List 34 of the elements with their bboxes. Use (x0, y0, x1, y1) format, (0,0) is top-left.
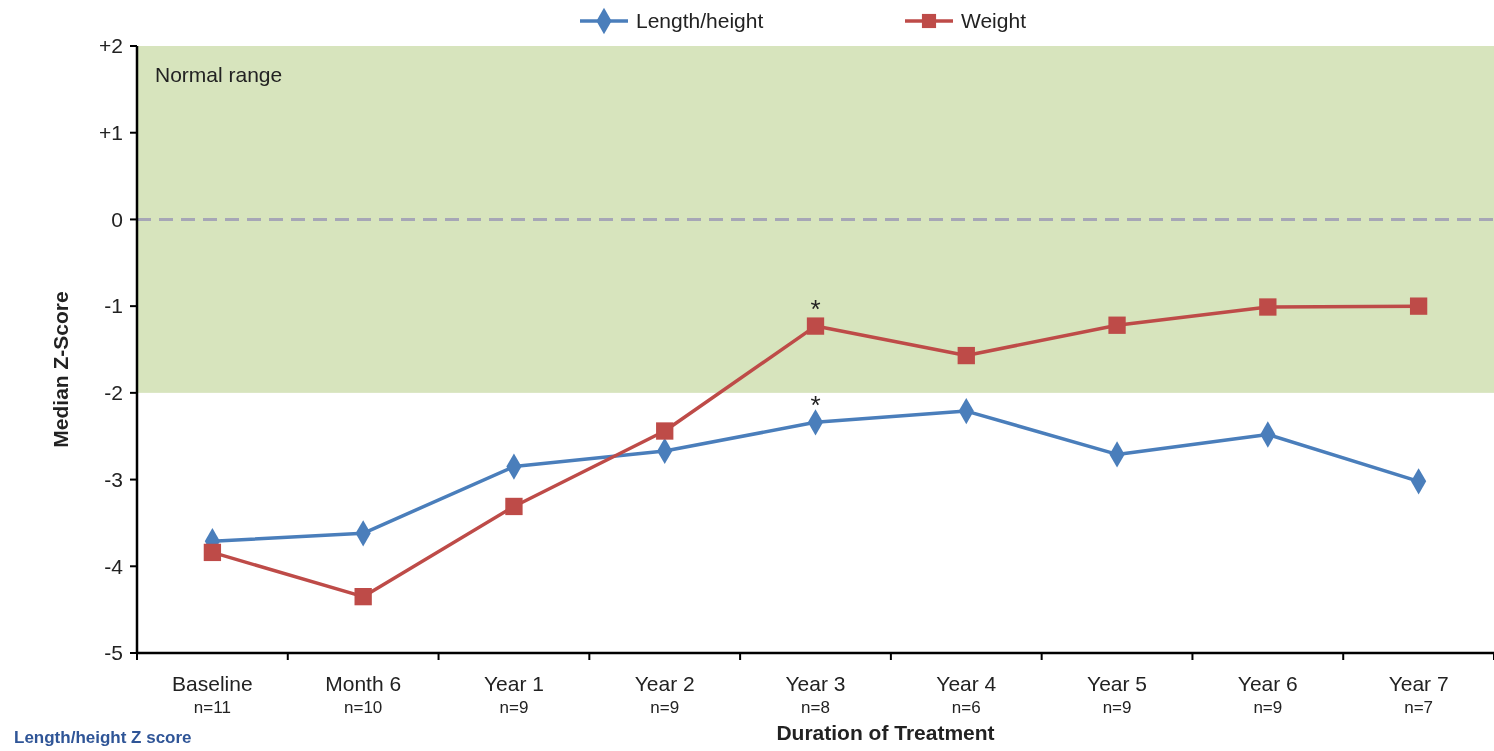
y-tick-label: -4 (104, 554, 124, 578)
point (1259, 298, 1277, 316)
point (354, 587, 372, 606)
point (505, 497, 523, 516)
y-tick-label: -2 (104, 381, 123, 405)
x-axis-title: Duration of Treatment (776, 721, 995, 744)
y-tick-label: -3 (104, 467, 123, 491)
point (203, 543, 222, 562)
x-tick-label: Year 1 n=9 (483, 672, 544, 717)
y-tick-label: 0 (111, 207, 123, 231)
point (1108, 316, 1126, 334)
x-tick-label: Month 6 n=10 (325, 672, 402, 717)
band-label: Normal range (155, 63, 283, 86)
x-tick-label: Year 2 n=9 (634, 672, 695, 717)
y-tick-label: -5 (104, 641, 123, 665)
point (957, 346, 975, 365)
y-tick-label: -1 (104, 294, 123, 318)
x-tick-label: Year 4 n=6 (936, 672, 997, 717)
point (656, 422, 674, 440)
legend-label: Length/height (636, 9, 764, 33)
x-tick-label: Year 6 n=9 (1237, 672, 1298, 717)
legend-label: Weight (961, 9, 1027, 33)
y-tick-label: +1 (99, 121, 123, 145)
y-tick-label: +2 (99, 34, 123, 58)
y-axis-title: Median Z-Score (49, 291, 72, 448)
x-tick-label: Year 3 n=8 (785, 672, 846, 717)
point (806, 317, 825, 335)
point (1409, 297, 1428, 315)
x-tick-label: Baseline n=11 (172, 672, 253, 717)
annotation: * (810, 390, 821, 421)
annotation: * (810, 294, 821, 325)
x-tick-label: Year 5 n=9 (1087, 672, 1148, 717)
text: Length/height Z score (14, 728, 192, 747)
x-tick-label: Year 7 n=7 (1388, 672, 1449, 717)
